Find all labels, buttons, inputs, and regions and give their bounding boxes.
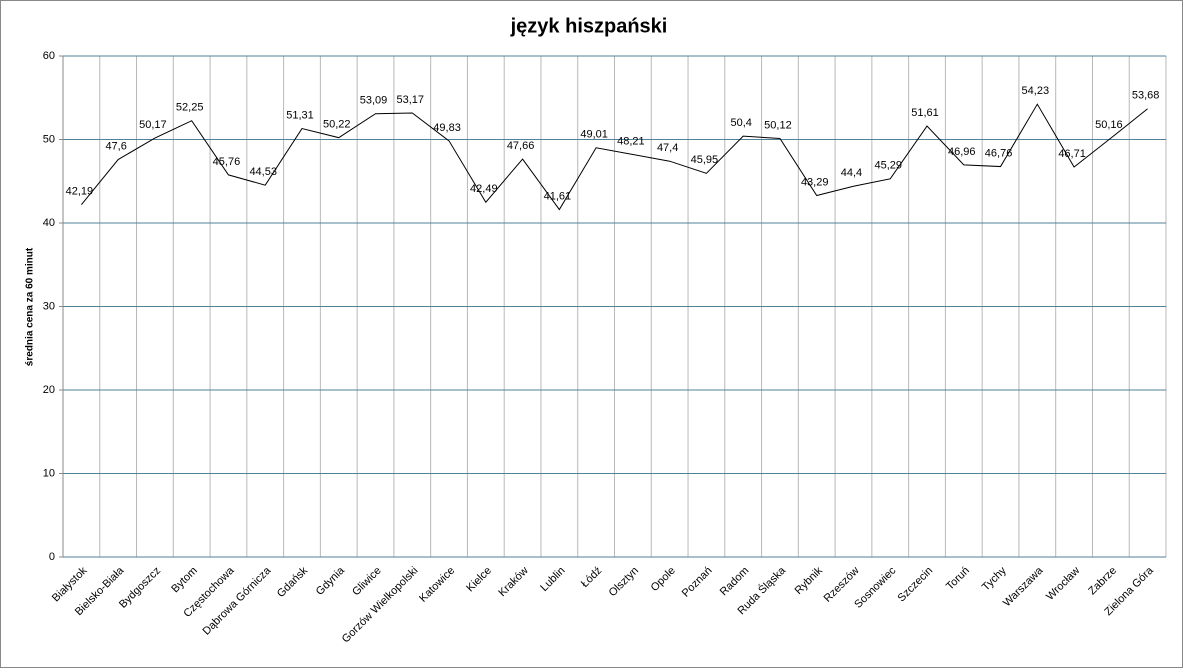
- chart-title: język hiszpański: [510, 15, 668, 37]
- y-tick-label: 50: [43, 133, 55, 145]
- data-label: 50,12: [764, 119, 792, 131]
- y-tick-label: 40: [43, 217, 55, 229]
- data-label: 42,19: [66, 186, 94, 198]
- y-tick-label: 10: [43, 467, 55, 479]
- data-label: 49,83: [433, 122, 461, 134]
- y-tick-label: 60: [43, 50, 55, 62]
- data-label: 50,17: [139, 119, 167, 131]
- data-label: 46,76: [985, 147, 1013, 159]
- data-label: 48,21: [617, 135, 645, 147]
- data-label: 49,01: [580, 129, 608, 141]
- data-label: 47,4: [657, 142, 678, 154]
- data-label: 45,29: [874, 160, 902, 172]
- data-label: 45,76: [213, 156, 241, 168]
- data-label: 42,49: [470, 183, 498, 195]
- data-label: 41,61: [544, 190, 572, 202]
- data-label: 46,71: [1058, 148, 1086, 160]
- data-label: 50,22: [323, 119, 351, 131]
- data-label: 47,6: [105, 140, 126, 152]
- data-label: 50,16: [1095, 119, 1123, 131]
- data-label: 45,95: [691, 154, 719, 166]
- y-tick-label: 20: [43, 384, 55, 396]
- data-label: 44,4: [841, 167, 862, 179]
- y-tick-label: 30: [43, 300, 55, 312]
- data-label: 53,68: [1132, 90, 1160, 102]
- data-label: 54,23: [1022, 85, 1050, 97]
- data-label: 51,31: [286, 109, 314, 121]
- data-label: 50,4: [730, 117, 751, 129]
- data-label: 52,25: [176, 102, 204, 114]
- data-line: [80, 103, 1148, 211]
- data-label: 44,53: [249, 166, 277, 178]
- data-label: 43,29: [801, 176, 829, 188]
- data-label: 47,66: [507, 140, 535, 152]
- data-label: 51,61: [911, 107, 939, 119]
- y-axis-label: średnia cena za 60 minut: [25, 247, 36, 366]
- data-label: 53,17: [397, 94, 425, 106]
- y-tick-label: 0: [49, 551, 55, 563]
- data-label: 53,09: [360, 95, 388, 107]
- data-label: 46,96: [948, 146, 976, 158]
